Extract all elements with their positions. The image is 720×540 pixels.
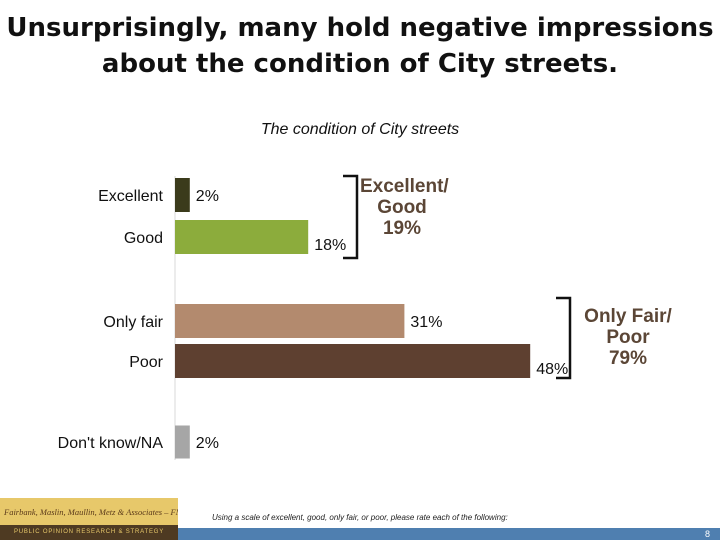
bar-poor bbox=[175, 344, 531, 378]
category-label-only-fair: Only fair bbox=[103, 314, 163, 331]
bracket-excellent-good bbox=[343, 174, 359, 260]
category-label-good: Good bbox=[124, 230, 163, 247]
summary-only-fair-poor-line-1: Only Fair/ bbox=[584, 306, 672, 327]
category-label-excellent: Excellent bbox=[98, 188, 163, 205]
value-label-poor: 48% bbox=[536, 361, 568, 378]
category-label-poor: Poor bbox=[129, 354, 163, 371]
slide-title-line-2: about the condition of City streets. bbox=[101, 49, 619, 79]
footer-bar bbox=[178, 528, 720, 540]
summary-only-fair-poor-value: 79% bbox=[608, 348, 648, 369]
value-label-don-t-know-na: 2% bbox=[196, 435, 219, 452]
summary-only-fair-poor: Only Fair/ Poor 79% bbox=[578, 306, 678, 369]
summary-excellent-good: Excellent/ Good 19% bbox=[360, 176, 449, 239]
value-label-excellent: 2% bbox=[196, 188, 219, 205]
survey-question-footnote: Using a scale of excellent, good, only f… bbox=[212, 513, 508, 522]
bar-good bbox=[175, 220, 309, 254]
summary-excellent-good-line-1: Excellent/ bbox=[360, 176, 449, 197]
page-number: 8 bbox=[704, 529, 710, 539]
summary-excellent-good-line-2: Good bbox=[377, 197, 427, 218]
summary-excellent-good-value: 19% bbox=[382, 218, 422, 239]
bar-don-t-know-na bbox=[175, 425, 190, 459]
value-label-good: 18% bbox=[314, 237, 346, 254]
bar-excellent bbox=[175, 178, 190, 212]
summary-only-fair-poor-line-2: Poor bbox=[606, 327, 650, 348]
company-logo: Fairbank, Maslin, Maullin, Metz & Associ… bbox=[0, 498, 178, 540]
slide-title: Unsurprisingly, many hold negative impre… bbox=[0, 10, 720, 82]
logo-tagline: PUBLIC OPINION RESEARCH & STRATEGY bbox=[0, 525, 178, 540]
slide-title-line-1: Unsurprisingly, many hold negative impre… bbox=[6, 13, 714, 43]
chart-title: The condition of City streets bbox=[260, 121, 460, 138]
logo-name: Fairbank, Maslin, Maullin, Metz & Associ… bbox=[4, 507, 178, 517]
bar-only-fair bbox=[175, 304, 405, 338]
value-label-only-fair: 31% bbox=[410, 314, 442, 331]
category-label-don-t-know-na: Don't know/NA bbox=[58, 435, 164, 452]
bracket-only-fair-poor bbox=[556, 296, 572, 380]
